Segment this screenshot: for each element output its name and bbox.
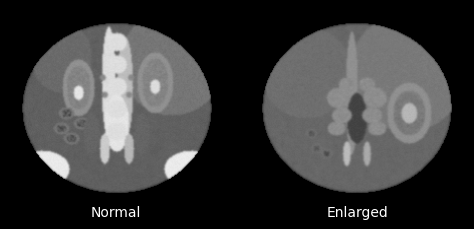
Text: Enlarged: Enlarged — [327, 206, 389, 220]
Text: Normal: Normal — [91, 206, 141, 220]
